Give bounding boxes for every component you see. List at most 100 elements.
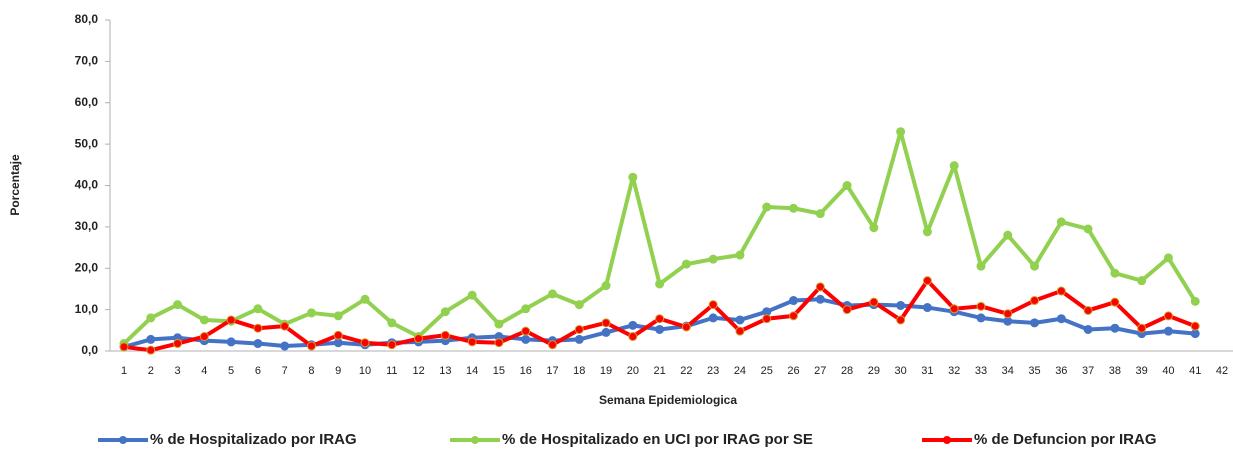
x-axis-title: Semana Epidemiologica	[599, 393, 737, 407]
x-tick-label: 15	[493, 365, 505, 377]
data-point	[1056, 286, 1066, 296]
data-point	[1163, 326, 1173, 336]
data-point	[1030, 261, 1040, 271]
data-point	[146, 345, 156, 355]
data-point	[1190, 329, 1200, 339]
data-point	[574, 300, 584, 310]
data-point	[1083, 324, 1093, 334]
data-point	[414, 334, 424, 344]
x-tick-label: 21	[653, 365, 665, 377]
data-point	[1056, 314, 1066, 324]
data-point	[494, 338, 504, 348]
data-point	[869, 223, 879, 233]
data-point	[601, 281, 611, 291]
data-point	[387, 340, 397, 350]
data-point	[306, 341, 316, 351]
data-point	[681, 259, 691, 269]
x-tick-label: 39	[1136, 365, 1148, 377]
data-point	[976, 313, 986, 323]
data-point	[199, 332, 209, 342]
data-point	[1030, 318, 1040, 328]
data-point	[1190, 296, 1200, 306]
x-tick-label: 20	[627, 365, 639, 377]
data-point	[333, 338, 343, 348]
legend-label: % de Defuncion por IRAG	[974, 431, 1157, 448]
data-point	[1110, 323, 1120, 333]
data-point	[467, 337, 477, 347]
legend-marker	[471, 436, 479, 444]
data-point	[574, 324, 584, 334]
data-point	[789, 296, 799, 306]
x-tick-label: 25	[761, 365, 773, 377]
x-tick-label: 32	[948, 365, 960, 377]
data-point	[360, 338, 370, 348]
data-point	[735, 326, 745, 336]
data-point	[1003, 309, 1013, 319]
x-tick-label: 19	[600, 365, 612, 377]
data-point	[547, 340, 557, 350]
data-point	[440, 307, 450, 317]
data-point	[896, 315, 906, 325]
x-tick-label: 1	[121, 365, 127, 377]
data-point	[1110, 268, 1120, 278]
data-point	[976, 261, 986, 271]
x-tick-label: 7	[282, 365, 288, 377]
data-point	[922, 276, 932, 286]
legend-label: % de Hospitalizado en UCI por IRAG por S…	[502, 431, 813, 448]
x-tick-label: 27	[814, 365, 826, 377]
data-point	[280, 321, 290, 331]
x-tick-label: 18	[573, 365, 585, 377]
data-point	[1137, 276, 1147, 286]
data-point	[333, 330, 343, 340]
x-tick-label: 2	[148, 365, 154, 377]
y-axis-title: Porcentaje	[8, 154, 22, 216]
x-tick-label: 28	[841, 365, 853, 377]
data-point	[440, 330, 450, 340]
legend-marker	[119, 436, 127, 444]
legend-label: % de Hospitalizado por IRAG	[150, 431, 357, 448]
x-tick-label: 13	[439, 365, 451, 377]
data-point	[762, 202, 772, 212]
x-tick-label: 10	[359, 365, 371, 377]
data-point	[869, 297, 879, 307]
data-point	[896, 127, 906, 137]
data-point	[815, 209, 825, 219]
x-tick-label: 5	[228, 365, 234, 377]
data-point	[762, 314, 772, 324]
data-point	[655, 314, 665, 324]
data-point	[681, 322, 691, 332]
x-tick-label: 37	[1082, 365, 1094, 377]
series-line	[122, 129, 1197, 345]
x-tick-label: 42	[1216, 365, 1228, 377]
x-tick-label: 38	[1109, 365, 1121, 377]
data-point	[789, 203, 799, 213]
x-tick-label: 23	[707, 365, 719, 377]
data-point	[1163, 253, 1173, 263]
data-point	[708, 254, 718, 264]
y-tick-label: 70,0	[75, 54, 99, 68]
data-point	[387, 318, 397, 328]
data-point	[1137, 323, 1147, 333]
y-tick-label: 10,0	[75, 302, 99, 316]
data-point	[467, 290, 477, 300]
x-tick-label: 36	[1055, 365, 1067, 377]
data-point	[521, 304, 531, 314]
data-point	[494, 319, 504, 329]
data-point	[574, 334, 584, 344]
data-point	[1163, 311, 1173, 321]
x-tick-label: 4	[201, 365, 207, 377]
data-point	[735, 315, 745, 325]
data-point	[521, 326, 531, 336]
data-point	[1003, 230, 1013, 240]
y-tick-label: 60,0	[75, 95, 99, 109]
x-tick-label: 33	[975, 365, 987, 377]
data-point	[601, 327, 611, 337]
x-tick-label: 29	[868, 365, 880, 377]
x-tick-label: 26	[787, 365, 799, 377]
data-point	[922, 303, 932, 313]
x-tick-label: 35	[1028, 365, 1040, 377]
data-point	[735, 250, 745, 260]
data-point	[226, 337, 236, 347]
y-tick-label: 20,0	[75, 260, 99, 274]
